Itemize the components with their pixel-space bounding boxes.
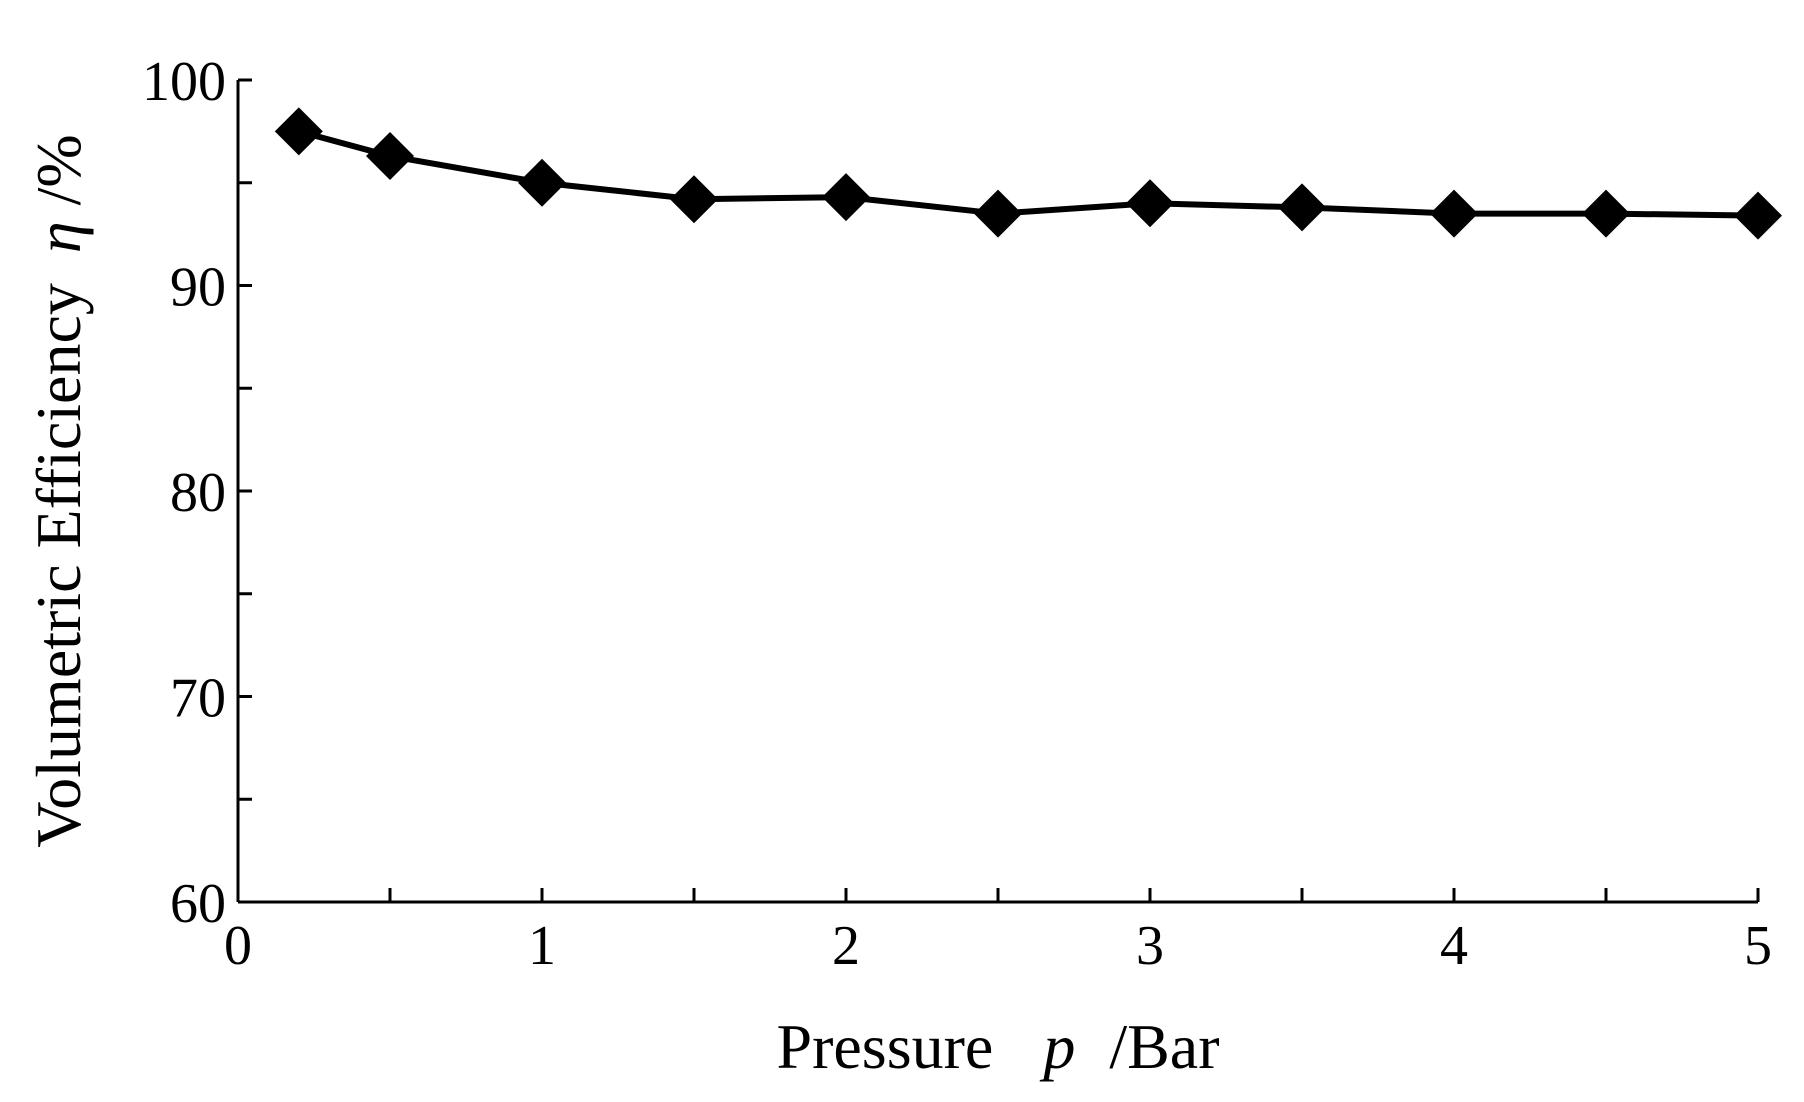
y-ticks: 60 70 80 90 100 <box>142 51 252 935</box>
y-axis-title-prefix: Volumetric Efficiency <box>23 283 94 848</box>
x-axis-title: Pressure p /Bar <box>776 1011 1219 1082</box>
data-point-marker <box>1430 189 1478 238</box>
y-tick-label: 80 <box>170 462 226 524</box>
y-tick-label: 70 <box>170 668 226 730</box>
data-point-marker <box>1278 183 1326 232</box>
x-tick-label: 2 <box>832 915 860 977</box>
y-axis-title: Volumetric Efficiency η /% <box>23 134 94 847</box>
data-point-marker <box>1126 179 1174 228</box>
x-tick-label: 0 <box>224 915 252 977</box>
data-point-marker <box>974 189 1022 238</box>
x-tick-label: 4 <box>1440 915 1468 977</box>
data-point-marker <box>518 158 566 207</box>
data-point-marker <box>1734 191 1782 240</box>
data-point-marker <box>670 175 718 224</box>
data-point-marker <box>822 173 870 222</box>
y-tick-label: 90 <box>170 257 226 319</box>
y-axis-title-symbol: η <box>23 221 94 253</box>
x-axis-title-unit: /Bar <box>1109 1011 1219 1082</box>
x-axis-title-prefix: Pressure <box>776 1011 993 1082</box>
data-point-marker <box>366 132 414 181</box>
series-layer <box>274 107 1782 240</box>
x-tick-label: 1 <box>528 915 556 977</box>
y-axis-title-unit: /% <box>23 134 94 205</box>
y-tick-label: 100 <box>142 51 226 113</box>
data-point-marker <box>1582 189 1630 238</box>
series-line <box>298 128 1759 219</box>
x-axis-title-symbol: p <box>1039 1011 1075 1082</box>
data-point-marker <box>274 107 323 156</box>
y-tick-label: 60 <box>170 873 226 935</box>
x-ticks: 0 1 2 3 4 5 <box>224 888 1772 977</box>
x-tick-label: 5 <box>1744 915 1772 977</box>
x-tick-label: 3 <box>1136 915 1164 977</box>
